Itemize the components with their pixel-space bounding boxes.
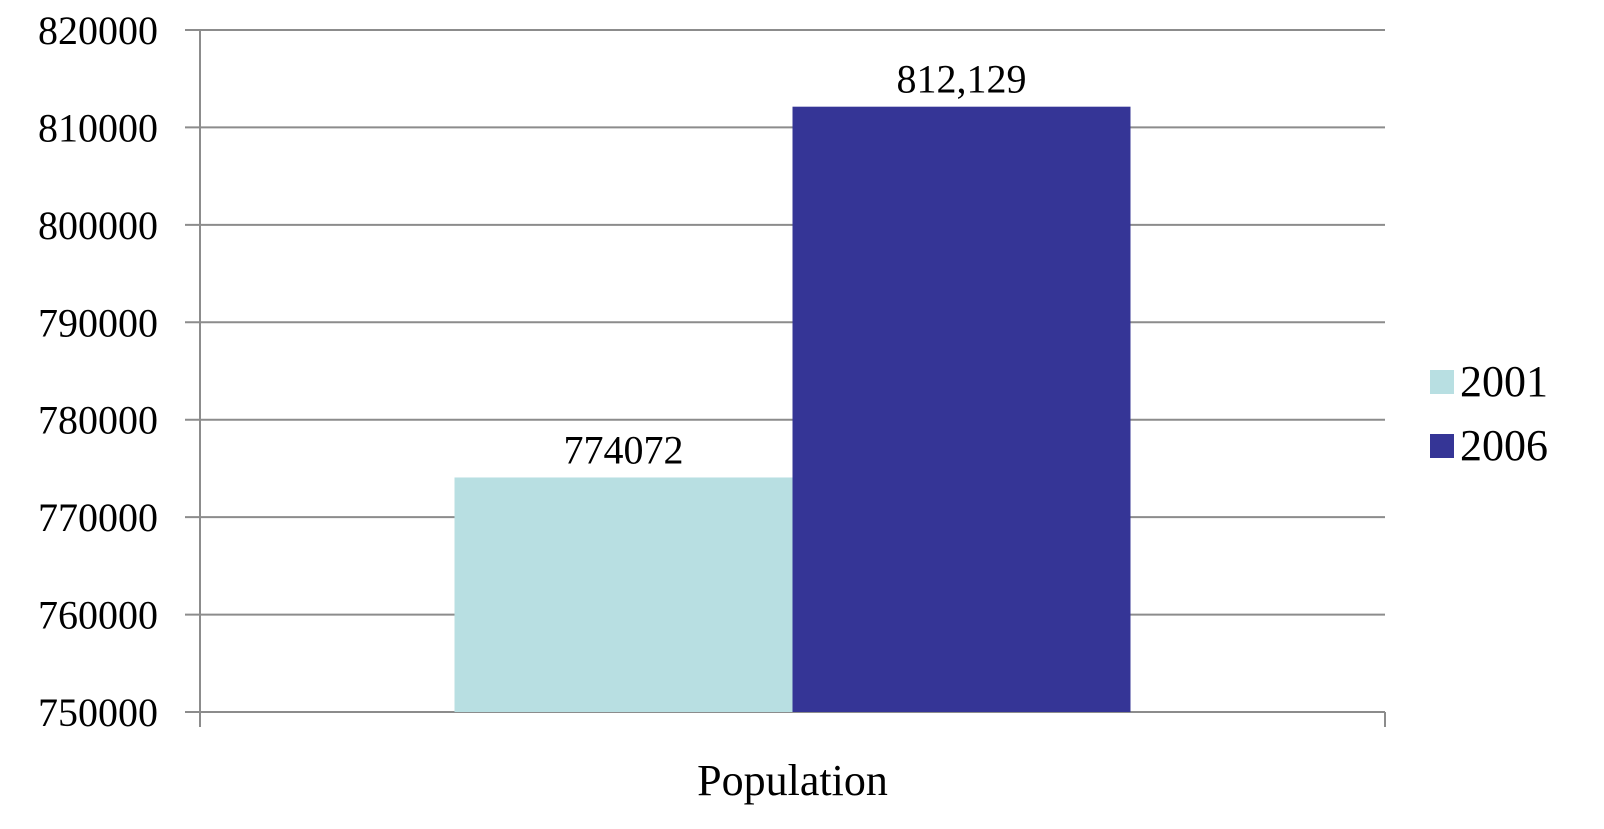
bar-2001 [454,477,793,712]
y-tick-label-800000: 800000 [38,203,158,248]
bars [454,106,1131,712]
data-label-2006: 812,129 [897,57,1027,102]
legend: 2001 2006 [1430,357,1548,470]
y-tick-label-790000: 790000 [38,300,158,345]
y-tick-label-770000: 770000 [38,495,158,540]
y-tick-label-750000: 750000 [38,690,158,735]
y-tick-label-780000: 780000 [38,398,158,443]
y-tick-label-810000: 810000 [38,105,158,150]
y-tick-label-820000: 820000 [38,8,158,53]
data-label-2001: 774072 [564,427,684,472]
x-category-label: Population [697,756,888,805]
legend-swatch-2001 [1430,370,1454,394]
y-tick-label-760000: 760000 [38,593,158,638]
legend-label-2001: 2001 [1460,357,1548,406]
legend-label-2006: 2006 [1460,421,1548,470]
bar-2006 [792,106,1131,712]
data-labels: 774072 812,129 [564,57,1027,473]
legend-swatch-2006 [1430,434,1454,458]
axes: 750000 760000 770000 780000 790000 800000 8100… [38,8,1386,805]
